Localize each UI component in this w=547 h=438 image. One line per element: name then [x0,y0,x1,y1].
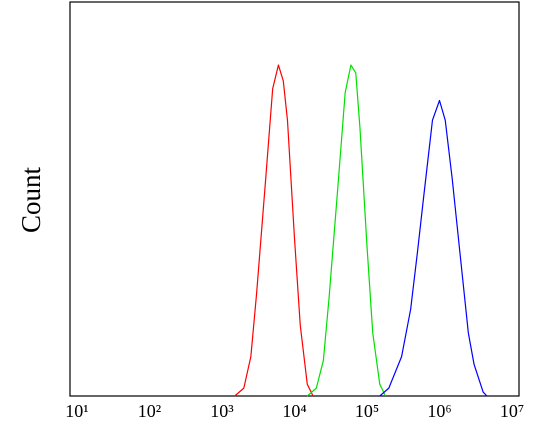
x-tick-label: 10⁷ [500,401,524,421]
x-tick-label: 10⁶ [427,401,451,421]
histogram-line [306,64,387,397]
plot-frame [69,1,520,397]
x-tick-label: 10² [138,401,161,421]
x-tick-label: 10¹ [65,401,88,421]
x-tick-label: 10³ [210,401,234,421]
histogram-line [379,99,488,397]
histogram-line [234,64,314,397]
x-tick-label: 10⁴ [282,401,306,421]
y-axis-label: Count [16,166,46,233]
x-tick-label: 10⁵ [355,401,379,421]
